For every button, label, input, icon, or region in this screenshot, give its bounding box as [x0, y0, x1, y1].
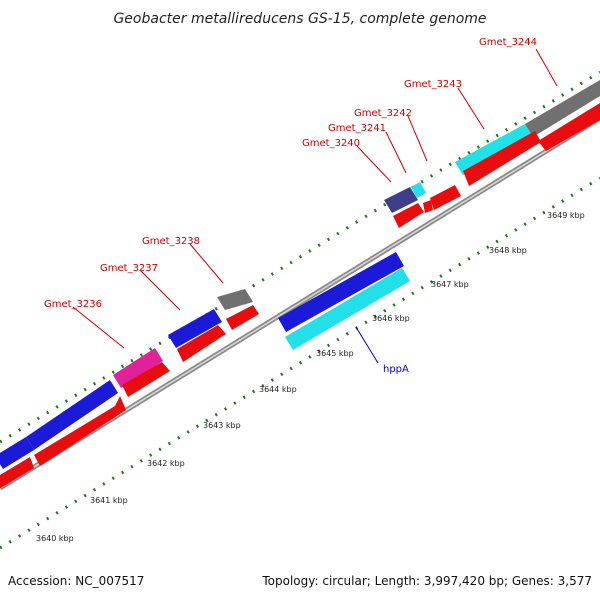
scale-ticks: 3640 kbp 3641 kbp 3642 kbp 3643 kbp 3644… — [36, 211, 585, 543]
accession-text: Accession: NC_007517 — [8, 574, 144, 588]
hppa-block-cyan — [285, 268, 410, 350]
gene-labels: Gmet_3236 Gmet_3237 Gmet_3238 Gmet_3240 … — [44, 37, 537, 375]
label-gmet-3240: Gmet_3240 — [302, 138, 360, 149]
label-gmet-3242: Gmet_3242 — [354, 108, 412, 119]
gene-block-magenta — [113, 348, 163, 388]
gene-block-blue — [168, 309, 222, 348]
outer-tick-ring — [0, 70, 600, 444]
label-gmet-3244: Gmet_3244 — [479, 37, 537, 48]
label-gmet-3236: Gmet_3236 — [44, 299, 102, 310]
inner-tick-ring — [0, 176, 600, 550]
map-title: Geobacter metallireducens GS-15, complet… — [113, 11, 486, 27]
label-gmet-3237: Gmet_3237 — [100, 263, 158, 274]
tick-label: 3648 kbp — [489, 246, 527, 255]
label-gmet-3243: Gmet_3243 — [404, 79, 462, 90]
reverse-features — [0, 103, 600, 489]
tick-label: 3640 kbp — [36, 534, 74, 543]
gene-arrow-red — [538, 103, 600, 151]
gene-block-gray — [525, 80, 600, 137]
gene-arrow-red — [226, 305, 259, 330]
label-leader-lines — [72, 48, 558, 364]
gene-arrow-red — [177, 325, 226, 362]
tick-label: 3649 kbp — [547, 211, 585, 220]
gene-arrow-red — [122, 362, 170, 397]
leader-hppa — [355, 326, 379, 364]
gene-arrow-red — [463, 131, 541, 186]
leader-gmet-3236 — [72, 306, 125, 349]
leader-gmet-3241 — [385, 131, 407, 174]
gene-block-cyan — [411, 182, 426, 198]
gene-block-blue — [26, 380, 118, 450]
gene-arrow-red — [34, 396, 126, 466]
genome-summary-text: Topology: circular; Length: 3,997,420 bp… — [261, 574, 592, 588]
tick-label: 3646 kbp — [372, 314, 410, 323]
leader-gmet-3243 — [457, 87, 485, 130]
label-hppa: hppA — [383, 364, 409, 375]
leader-gmet-3242 — [407, 115, 428, 162]
label-gmet-3238: Gmet_3238 — [142, 236, 200, 247]
leader-gmet-3237 — [139, 269, 181, 311]
gene-block-gray — [217, 289, 253, 310]
tick-label: 3642 kbp — [147, 459, 185, 468]
gene-arrow-red — [0, 457, 34, 489]
gene-arrow-red — [393, 203, 424, 228]
tick-label: 3641 kbp — [90, 496, 128, 505]
leader-gmet-3240 — [356, 145, 392, 183]
gene-arrow-red — [430, 185, 461, 210]
gene-arrow-red — [423, 200, 433, 213]
tick-label: 3645 kbp — [316, 349, 354, 358]
label-gmet-3241: Gmet_3241 — [328, 123, 386, 134]
gene-block-cyan — [455, 124, 533, 175]
leader-gmet-3238 — [189, 243, 224, 284]
tick-label: 3647 kbp — [431, 280, 469, 289]
gene-block-blue — [0, 437, 34, 469]
leader-gmet-3244 — [535, 48, 558, 87]
hppa-features — [278, 252, 410, 350]
forward-features — [0, 80, 600, 469]
hppa-block-blue — [278, 252, 404, 332]
tick-label: 3644 kbp — [259, 385, 297, 394]
gene-block-purple — [384, 187, 418, 213]
tick-label: 3643 kbp — [203, 421, 241, 430]
